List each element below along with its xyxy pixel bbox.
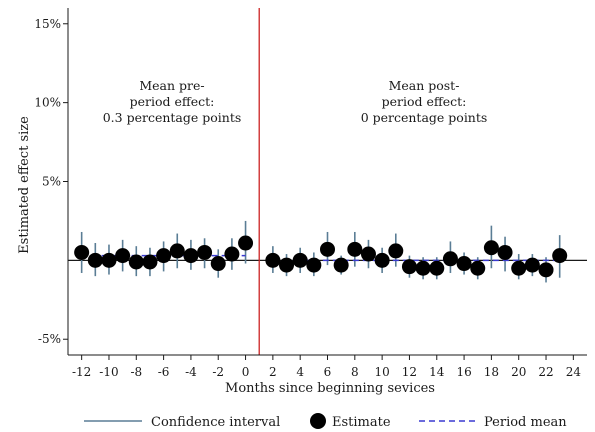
estimate-point-11: [388, 243, 404, 259]
estimate-point--8: [128, 254, 144, 270]
x-tick-label--6: -6: [158, 365, 170, 379]
estimate-point--10: [101, 252, 117, 268]
estimate-point--9: [115, 248, 131, 264]
x-tick-label--4: -4: [185, 365, 197, 379]
y-tick-label--5: -5%: [38, 332, 61, 346]
axis-layer: 15%10%5%-5%-12 -10 -8 -6 -4 -2 0 2 4 6 8 10 12 14 16 18…: [34, 8, 587, 379]
legend-estimate-label: Estimate: [332, 415, 391, 430]
legend-ci-label: Confidence interval: [151, 415, 280, 430]
pre-period-annotation-line-3: 0.3 percentage points: [103, 110, 242, 125]
y-axis-title: Estimated effect size: [17, 116, 32, 254]
estimate-point-12: [401, 259, 417, 275]
estimate-point-16: [456, 256, 472, 272]
y-tick-label-15: 15%: [34, 17, 61, 31]
estimate-point--2: [210, 256, 226, 272]
x-tick-label-16: 16: [456, 365, 471, 379]
post-period-annotation-line-2: period effect:: [382, 94, 467, 109]
estimate-point--12: [74, 244, 90, 260]
x-axis-title: Months since beginning sevices: [225, 381, 435, 396]
post-period-annotation-line-1: Mean post-: [389, 78, 460, 93]
estimate-point-0: [238, 235, 254, 251]
x-tick-label-18: 18: [484, 365, 499, 379]
estimate-point-13: [415, 260, 431, 276]
marker-layer: [74, 235, 568, 278]
x-tick-label-10: 10: [374, 365, 389, 379]
x-tick-label-2: 2: [269, 365, 277, 379]
estimate-point--11: [87, 252, 103, 268]
pre-period-annotation-line-1: Mean pre-: [139, 78, 204, 93]
legend-period-mean-label: Period mean: [484, 415, 567, 430]
estimate-point--1: [224, 246, 240, 262]
estimate-point-4: [292, 252, 308, 268]
x-tick-label-24: 24: [566, 365, 582, 379]
pre-period-annotation-line-2: period effect:: [130, 94, 215, 109]
post-period-annotation-line-3: 0 percentage points: [361, 110, 488, 125]
estimate-point-2: [265, 252, 281, 268]
x-tick-label-0: 0: [242, 365, 250, 379]
x-tick-label--12: -12: [72, 365, 91, 379]
x-tick-label-12: 12: [402, 365, 417, 379]
estimate-point-17: [470, 260, 486, 276]
x-tick-label-8: 8: [351, 365, 359, 379]
y-tick-label-10: 10%: [34, 96, 61, 110]
legend-estimate-swatch: [310, 413, 326, 429]
estimate-point-6: [320, 241, 335, 257]
x-tick-label-22: 22: [538, 365, 553, 379]
estimate-point--6: [156, 248, 172, 264]
estimate-point--4: [183, 248, 199, 264]
estimate-point-5: [306, 257, 322, 273]
y-tick-label-5: 5%: [42, 175, 61, 189]
estimate-point-18: [483, 240, 499, 256]
estimate-point-10: [374, 252, 390, 268]
estimate-point-19: [497, 244, 513, 260]
estimate-point-22: [538, 262, 554, 278]
legend: Confidence interval Estimate Period mean: [84, 413, 567, 430]
estimate-point-20: [511, 260, 527, 276]
estimate-point-7: [333, 257, 349, 273]
estimate-point-8: [347, 241, 363, 257]
estimate-point-14: [429, 260, 445, 276]
estimate-point-21: [524, 257, 540, 273]
x-tick-label-14: 14: [429, 365, 445, 379]
estimate-point-23: [552, 248, 568, 264]
x-tick-label-4: 4: [296, 365, 304, 379]
x-tick-label--10: -10: [99, 365, 118, 379]
x-tick-label-20: 20: [511, 365, 526, 379]
x-tick-label--8: -8: [130, 365, 142, 379]
x-tick-label--2: -2: [212, 365, 224, 379]
estimate-point-3: [279, 257, 295, 273]
x-tick-label-6: 6: [324, 365, 332, 379]
estimate-point--5: [169, 243, 185, 259]
estimate-point-9: [360, 246, 376, 262]
estimate-point-15: [442, 251, 458, 267]
estimate-point--7: [142, 254, 158, 270]
estimate-point--3: [197, 244, 213, 260]
